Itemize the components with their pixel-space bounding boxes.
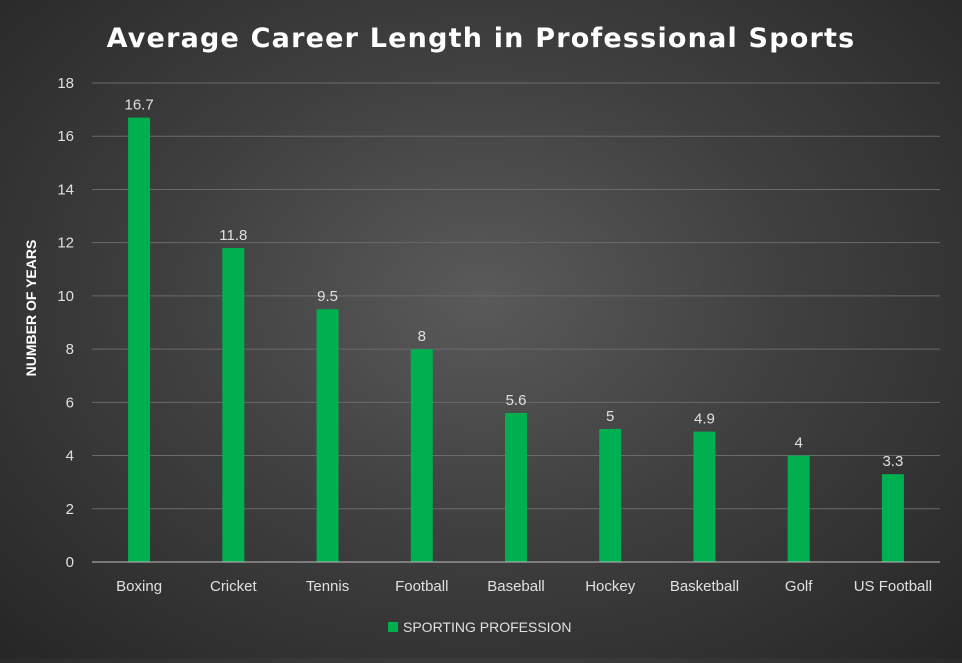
y-tick-label-2: 2 [66, 501, 74, 518]
y-axis-ticks: 0 2 4 6 8 10 12 14 16 18 [57, 75, 74, 571]
data-label-us-football: 3.3 [882, 453, 903, 470]
x-axis-ticks: Boxing Cricket Tennis Football Baseball Hocke… [116, 578, 932, 595]
bar-cricket [222, 247, 245, 562]
data-label-boxing: 16.7 [125, 97, 154, 114]
chart-title: Average Career Length in Professional Sp… [107, 23, 856, 54]
x-tick-label-basketball: Basketball [670, 578, 739, 595]
x-tick-label-golf: Golf [785, 578, 813, 595]
y-tick-label-16: 16 [57, 128, 74, 145]
data-label-hockey: 5 [606, 408, 614, 425]
data-label-football: 8 [418, 328, 426, 345]
bar-basketball [693, 431, 716, 562]
bar-golf [787, 455, 810, 562]
data-label-cricket: 11.8 [219, 227, 247, 244]
legend-swatch-sporting-profession [388, 622, 398, 632]
y-tick-label-8: 8 [66, 341, 74, 358]
bar-us-football [881, 474, 904, 562]
data-label-baseball: 5.6 [506, 392, 527, 409]
x-tick-label-cricket: Cricket [210, 578, 258, 595]
data-label-basketball: 4.9 [694, 411, 715, 428]
y-axis-label: NUMBER OF YEARS [23, 240, 39, 377]
y-tick-label-6: 6 [66, 394, 74, 411]
data-label-tennis: 9.5 [317, 288, 338, 305]
y-tick-label-0: 0 [66, 554, 74, 571]
bar-tennis [316, 309, 339, 562]
x-tick-label-football: Football [395, 578, 448, 595]
bar-hockey [599, 428, 622, 562]
y-tick-label-4: 4 [66, 448, 74, 465]
x-tick-label-baseball: Baseball [487, 578, 545, 595]
legend-label: SPORTING PROFESSION [403, 619, 572, 635]
bar-baseball [505, 412, 527, 562]
legend: SPORTING PROFESSION [388, 619, 572, 635]
x-tick-label-hockey: Hockey [585, 578, 636, 595]
x-tick-label-us-football: US Football [854, 578, 932, 595]
data-label-golf: 4 [794, 435, 802, 452]
bar-football [410, 349, 433, 562]
bars [128, 117, 904, 562]
y-tick-label-12: 12 [57, 235, 74, 252]
x-tick-label-boxing: Boxing [116, 578, 162, 595]
y-tick-label-18: 18 [57, 75, 74, 92]
x-tick-label-tennis: Tennis [306, 578, 349, 595]
data-labels: 16.7 11.8 9.5 8 5.6 5 4.9 4 3.3 [125, 97, 904, 471]
y-tick-label-14: 14 [57, 181, 74, 198]
bar-boxing [128, 117, 151, 562]
y-tick-label-10: 10 [57, 288, 74, 305]
